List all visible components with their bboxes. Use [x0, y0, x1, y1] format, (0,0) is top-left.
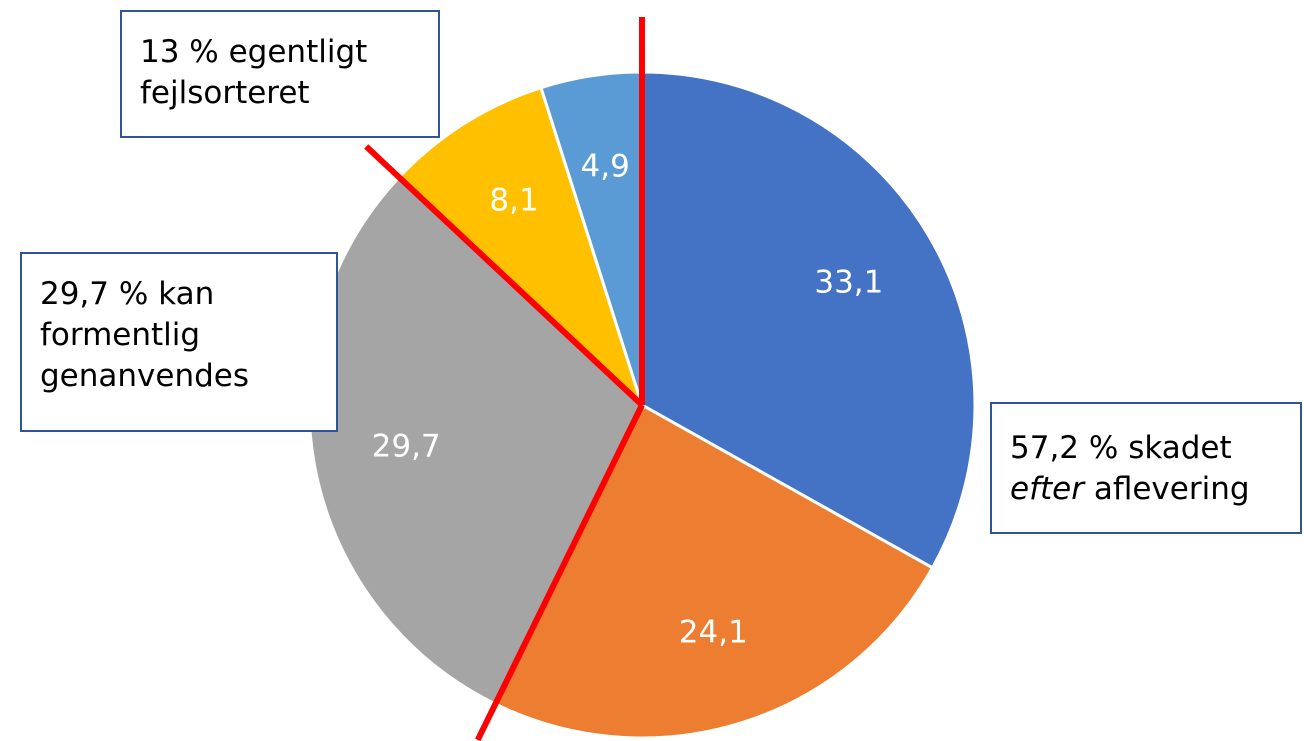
pie-label-4-9: 4,9 — [581, 149, 630, 185]
divider-line-2 — [475, 403, 645, 741]
callout-skadet-rest: aflevering — [1083, 471, 1250, 507]
callout-fejlsorteret-line-2: fejlsorteret — [140, 75, 310, 111]
divider-line-3 — [364, 144, 645, 408]
callout-fejlsorteret: 13 % egentligt fejlsorteret — [120, 10, 440, 138]
pie-label-29-7: 29,7 — [372, 429, 441, 465]
pie-label-8-1: 8,1 — [489, 183, 538, 219]
callout-skadet-italic: efter — [1010, 471, 1084, 507]
pie-slice-33-1 — [640, 70, 977, 570]
callout-genanvendes-line-2: formentlig — [40, 317, 201, 353]
callout-genanvendes-line-1: 29,7 % kan — [40, 276, 215, 312]
callout-skadet-line-2: efter aflevering — [1010, 469, 1286, 510]
pie-slice-24-1 — [493, 402, 935, 740]
callout-genanvendes: 29,7 % kan formentlig genanvendes — [20, 252, 338, 432]
pie-label-24-1: 24,1 — [679, 614, 748, 650]
pie-slice-8-1 — [396, 85, 646, 411]
callout-skadet: 57,2 % skadet efter aflevering — [990, 402, 1302, 534]
callout-genanvendes-line-3: genanvendes — [40, 358, 250, 394]
pie-label-33-1: 33,1 — [814, 264, 883, 300]
callout-fejlsorteret-line-1: 13 % egentligt — [140, 34, 368, 70]
callout-skadet-line-1: 57,2 % skadet — [1010, 430, 1232, 466]
